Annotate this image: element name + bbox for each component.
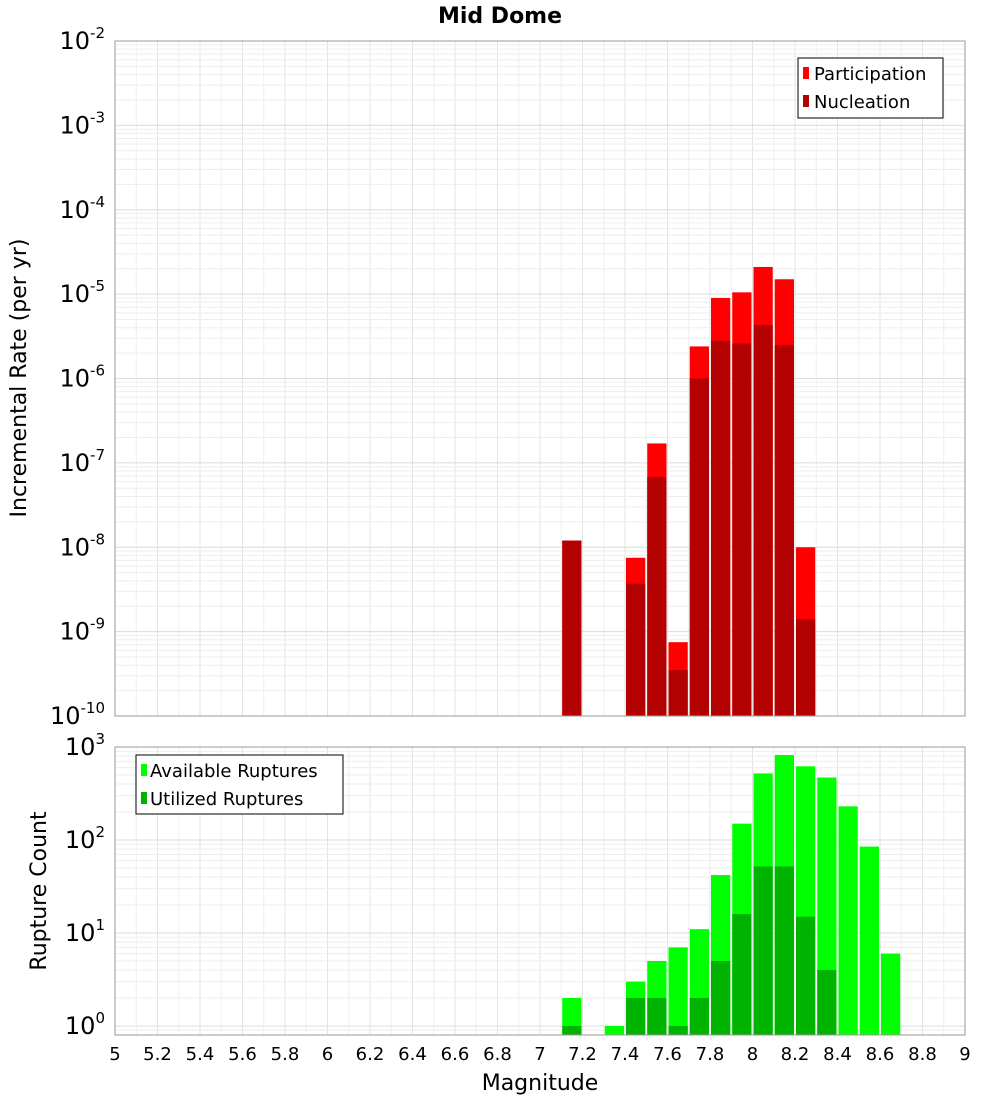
rate-y-axis-label: Incremental Rate (per yr) bbox=[7, 239, 32, 518]
utilized-legend-label: Utilized Ruptures bbox=[150, 789, 303, 810]
count-bar-available-ruptures bbox=[838, 806, 858, 1035]
count-bar-utilized-ruptures bbox=[753, 866, 773, 1035]
count-y-tick-label: 100 bbox=[65, 1009, 105, 1040]
count-legend-box bbox=[135, 754, 344, 815]
rate-panel: 10-10 10-9 10-8 10-7 10-6 10-5 10-4 10-3 10-2 In… bbox=[7, 24, 966, 730]
x-tick-label: 6.4 bbox=[398, 1044, 427, 1065]
x-tick-label: 5.6 bbox=[228, 1044, 257, 1065]
count-bars bbox=[562, 755, 901, 1035]
nucleation-legend-label: Nucleation bbox=[814, 92, 910, 113]
rate-y-tick-label: 10-5 bbox=[59, 277, 105, 308]
count-plot-border bbox=[114, 746, 966, 1036]
count-bar-available-ruptures bbox=[604, 1025, 624, 1035]
rate-bar-nucleation bbox=[668, 670, 688, 716]
count-bar-available-ruptures bbox=[859, 846, 879, 1035]
utilized-legend-swatch bbox=[141, 792, 147, 804]
rate-bar-nucleation bbox=[753, 325, 773, 716]
count-bar-utilized-ruptures bbox=[562, 1025, 582, 1035]
rate-plot-border bbox=[114, 40, 966, 717]
x-tick-label: 6.6 bbox=[441, 1044, 470, 1065]
x-tick-label: 6.8 bbox=[483, 1044, 512, 1065]
participation-legend-label: Participation bbox=[814, 64, 926, 85]
x-tick-label: 7.4 bbox=[611, 1044, 640, 1065]
count-panel: 100 101 102 103 5 5.2 5.4 5.6 5.8 6 6.2 6.4 6.6 6.8 7… bbox=[27, 730, 971, 1096]
x-tick-label: 9 bbox=[959, 1044, 970, 1065]
count-y-tick-label: 102 bbox=[65, 823, 105, 854]
available-legend-label: Available Ruptures bbox=[150, 761, 318, 782]
count-bar-utilized-ruptures bbox=[796, 916, 816, 1035]
x-tick-label: 8.2 bbox=[781, 1044, 810, 1065]
x-tick-label: 6 bbox=[322, 1044, 333, 1065]
available-legend-swatch bbox=[141, 764, 147, 776]
rate-y-tick-label: 10-3 bbox=[59, 108, 105, 139]
count-y-tick-label: 101 bbox=[65, 916, 105, 947]
count-y-ticks: 100 101 102 103 bbox=[65, 730, 105, 1040]
count-bar-utilized-ruptures bbox=[732, 914, 752, 1035]
rate-legend: Participation Nucleation bbox=[797, 57, 944, 119]
count-bar-utilized-ruptures bbox=[711, 960, 731, 1035]
x-axis-label: Magnitude bbox=[482, 1071, 599, 1096]
rate-y-tick-label: 10-10 bbox=[50, 699, 105, 730]
x-tick-label: 5 bbox=[109, 1044, 120, 1065]
rate-y-tick-label: 10-7 bbox=[59, 446, 105, 477]
rate-bar-nucleation bbox=[689, 378, 709, 716]
x-tick-label: 8.4 bbox=[823, 1044, 852, 1065]
rate-y-tick-label: 10-8 bbox=[59, 530, 105, 561]
participation-legend-swatch bbox=[803, 67, 809, 79]
rate-bar-nucleation bbox=[562, 540, 582, 716]
count-bar-utilized-ruptures bbox=[689, 997, 709, 1035]
rate-legend-box bbox=[797, 57, 944, 119]
nucleation-legend-swatch bbox=[803, 95, 809, 107]
x-ticks: 5 5.2 5.4 5.6 5.8 6 6.2 6.4 6.6 6.8 7 7.2 7.4 7.6 7.8 8… bbox=[109, 1044, 970, 1065]
count-bar-available-ruptures bbox=[562, 997, 582, 1035]
count-bar-utilized-ruptures bbox=[668, 1025, 688, 1035]
count-bar-utilized-ruptures bbox=[817, 969, 837, 1035]
rate-y-tick-label: 10-2 bbox=[59, 24, 105, 55]
x-tick-label: 8.8 bbox=[908, 1044, 937, 1065]
count-bar-utilized-ruptures bbox=[647, 997, 667, 1035]
x-tick-label: 7.6 bbox=[653, 1044, 682, 1065]
rate-bar-nucleation bbox=[796, 619, 816, 716]
count-y-tick-label: 103 bbox=[65, 730, 105, 761]
count-y-axis-label: Rupture Count bbox=[27, 811, 52, 971]
x-tick-label: 7.8 bbox=[696, 1044, 725, 1065]
rate-y-ticks: 10-10 10-9 10-8 10-7 10-6 10-5 10-4 10-3 10-2 bbox=[50, 24, 105, 730]
rate-y-tick-label: 10-6 bbox=[59, 362, 105, 393]
x-tick-label: 8.6 bbox=[866, 1044, 895, 1065]
rate-bar-nucleation bbox=[711, 340, 731, 716]
x-tick-label: 5.8 bbox=[271, 1044, 300, 1065]
count-bar-utilized-ruptures bbox=[626, 997, 646, 1035]
count-legend: Available Ruptures Utilized Ruptures bbox=[135, 754, 344, 815]
x-tick-label: 7.2 bbox=[568, 1044, 597, 1065]
rate-bar-nucleation bbox=[774, 344, 794, 716]
count-bar-utilized-ruptures bbox=[774, 866, 794, 1035]
chart-title: Mid Dome bbox=[438, 4, 562, 29]
count-bar-available-ruptures bbox=[668, 947, 688, 1035]
rate-bar-nucleation bbox=[647, 477, 667, 716]
rate-y-tick-label: 10-9 bbox=[59, 615, 105, 646]
count-bar-available-ruptures bbox=[881, 953, 901, 1035]
x-tick-label: 5.4 bbox=[186, 1044, 215, 1065]
x-tick-label: 6.2 bbox=[356, 1044, 385, 1065]
rate-grid bbox=[115, 41, 965, 716]
rate-bar-nucleation bbox=[626, 583, 646, 716]
rate-bars bbox=[562, 266, 816, 716]
x-tick-label: 5.2 bbox=[143, 1044, 172, 1065]
x-tick-label: 8 bbox=[747, 1044, 758, 1065]
rate-y-tick-label: 10-4 bbox=[59, 193, 105, 224]
x-tick-label: 7 bbox=[534, 1044, 545, 1065]
rate-bar-nucleation bbox=[732, 343, 752, 716]
